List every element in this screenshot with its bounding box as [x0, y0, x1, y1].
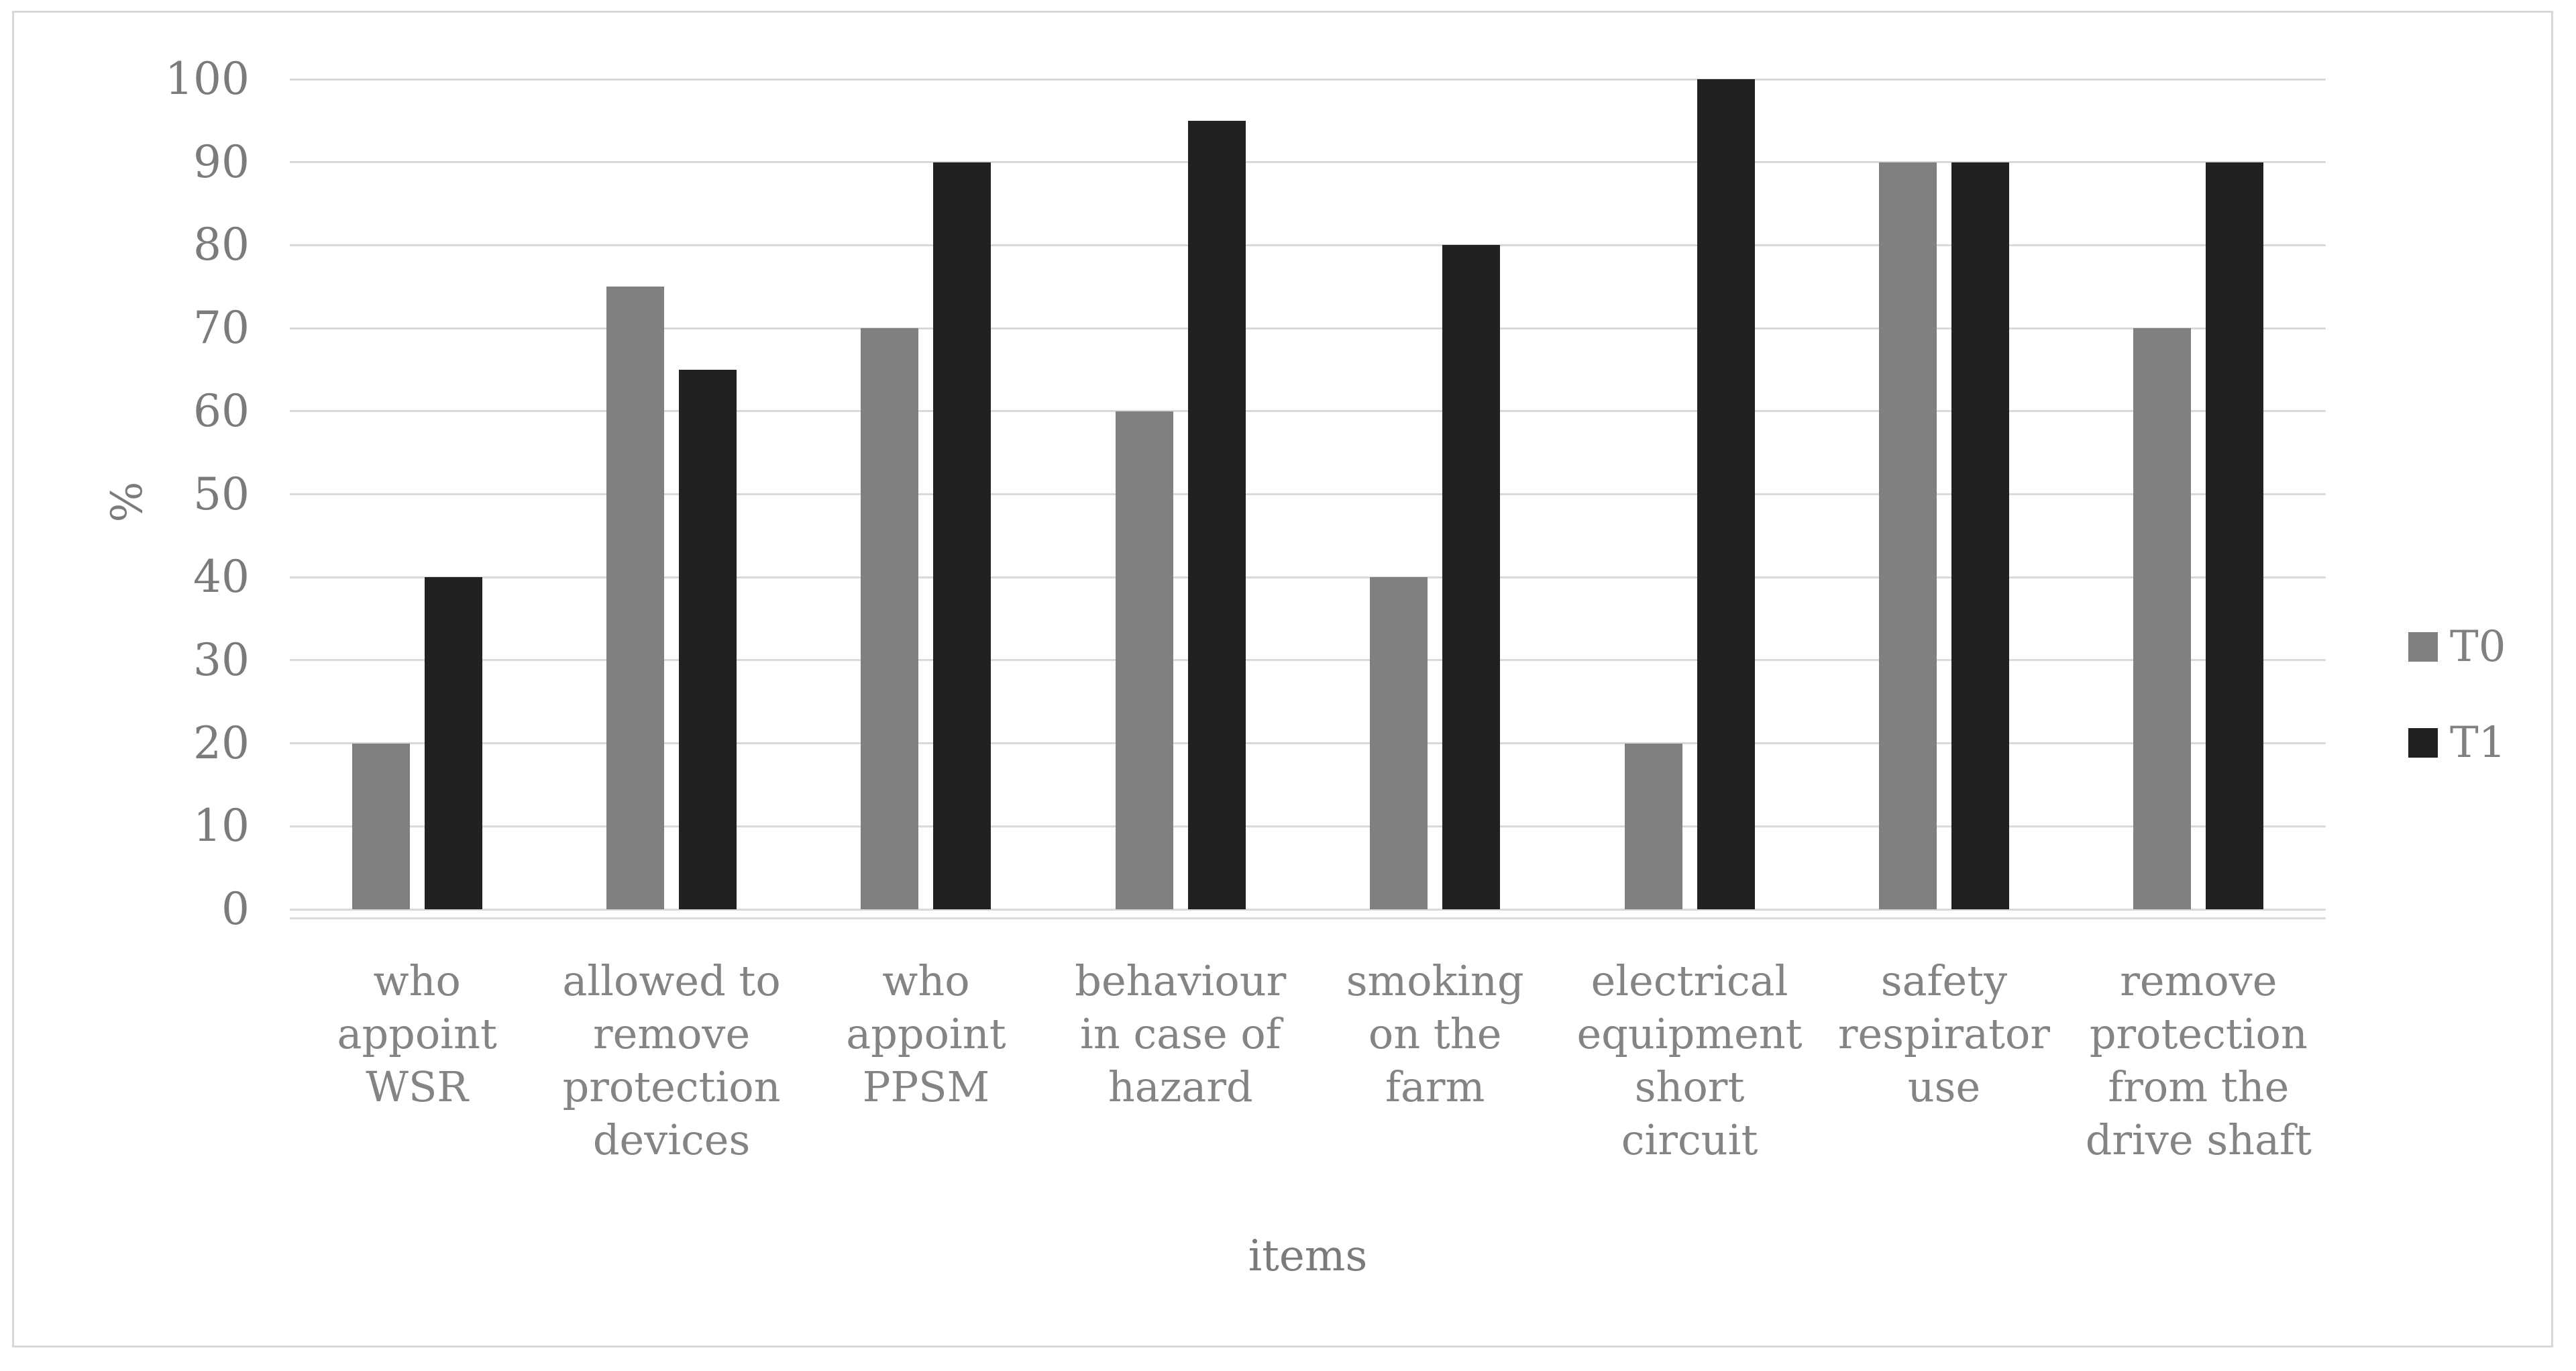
bar-t1-7 — [1951, 162, 2009, 909]
category-label-5: smoking on the farm — [1308, 954, 1562, 1113]
category-label-text: electrical equipment short circuit — [1576, 956, 1803, 1164]
gridline-70 — [290, 327, 2326, 329]
y-tick-label-30: 30 — [193, 633, 250, 686]
gridline-40 — [290, 576, 2326, 578]
y-tick-label-90: 90 — [193, 136, 250, 188]
gridline-0 — [290, 908, 2326, 911]
bar-group-5 — [1308, 79, 1562, 909]
bar-t1-2 — [679, 369, 737, 909]
bar-t0-1 — [352, 743, 410, 909]
bar-t1-6 — [1697, 79, 1755, 909]
legend-label-t1: T1 — [2450, 718, 2506, 768]
y-tick-label-60: 60 — [193, 385, 250, 437]
legend-entry-t0: T0 — [2408, 617, 2506, 676]
plot-area — [290, 78, 2326, 911]
y-tick-label-10: 10 — [193, 800, 250, 852]
y-tick-label-100: 100 — [165, 53, 250, 105]
x-axis-line — [290, 917, 2326, 919]
gridline-90 — [290, 161, 2326, 164]
bar-group-7 — [1817, 79, 2071, 909]
category-label-7: safety respirator use — [1817, 954, 2071, 1113]
category-label-text: who appoint WSR — [337, 956, 497, 1111]
legend-entry-t1: T1 — [2408, 713, 2506, 772]
category-label-text: smoking on the farm — [1346, 956, 1524, 1111]
bar-t1-4 — [1187, 120, 1246, 909]
category-labels: who appoint WSR allowed to remove protect… — [290, 954, 2326, 1236]
bar-t0-2 — [606, 287, 665, 909]
y-tick-label-80: 80 — [193, 219, 250, 271]
x-axis-title: items — [1248, 1231, 1368, 1281]
legend: T0 T1 — [2408, 617, 2506, 809]
y-tick-label-50: 50 — [193, 468, 250, 520]
category-label-text: who appoint PPSM — [846, 956, 1006, 1111]
gridline-100 — [290, 78, 2326, 81]
gridline-80 — [290, 244, 2326, 246]
category-label-8: remove protection from the drive shaft — [2072, 954, 2326, 1166]
category-label-1: who appoint WSR — [290, 954, 544, 1113]
bar-t1-3 — [933, 162, 991, 909]
gridline-30 — [290, 659, 2326, 662]
y-tick-label-0: 0 — [221, 883, 250, 935]
gridline-20 — [290, 742, 2326, 745]
bar-t0-7 — [1878, 162, 1937, 909]
category-label-text: remove protection from the drive shaft — [2085, 956, 2312, 1164]
y-tick-label-20: 20 — [193, 717, 250, 769]
bar-t1-8 — [2206, 162, 2264, 909]
bar-t0-4 — [1115, 411, 1173, 909]
bar-t0-6 — [1624, 743, 1682, 909]
category-label-3: who appoint PPSM — [799, 954, 1053, 1113]
category-label-2: allowed to remove protection devices — [544, 954, 798, 1166]
legend-swatch-t1 — [2408, 728, 2438, 758]
category-label-text: allowed to remove protection devices — [562, 956, 781, 1164]
bar-t0-3 — [861, 328, 919, 909]
y-tick-label-70: 70 — [193, 302, 250, 354]
bar-t0-5 — [1370, 577, 1428, 909]
bar-group-3 — [799, 79, 1053, 909]
bar-group-2 — [544, 79, 798, 909]
gridline-50 — [290, 493, 2326, 495]
gridline-10 — [290, 825, 2326, 827]
category-label-text: behaviour in case of hazard — [1075, 956, 1287, 1111]
bar-group-6 — [1562, 79, 1817, 909]
legend-swatch-t0 — [2408, 632, 2438, 662]
bar-group-4 — [1053, 79, 1307, 909]
category-label-4: behaviour in case of hazard — [1053, 954, 1307, 1113]
bar-t1-1 — [424, 577, 482, 909]
bar-group-8 — [2072, 79, 2326, 909]
y-tick-label-40: 40 — [193, 551, 250, 603]
gridline-60 — [290, 410, 2326, 413]
bar-group-1 — [290, 79, 544, 909]
category-label-text: safety respirator use — [1837, 956, 2051, 1111]
bar-t0-8 — [2133, 328, 2192, 909]
category-label-6: electrical equipment short circuit — [1562, 954, 1817, 1166]
legend-label-t0: T0 — [2450, 622, 2506, 672]
bar-t1-5 — [1442, 245, 1501, 909]
y-axis-tick-labels: 0 10 20 30 40 50 60 70 80 90 100 — [0, 53, 250, 935]
